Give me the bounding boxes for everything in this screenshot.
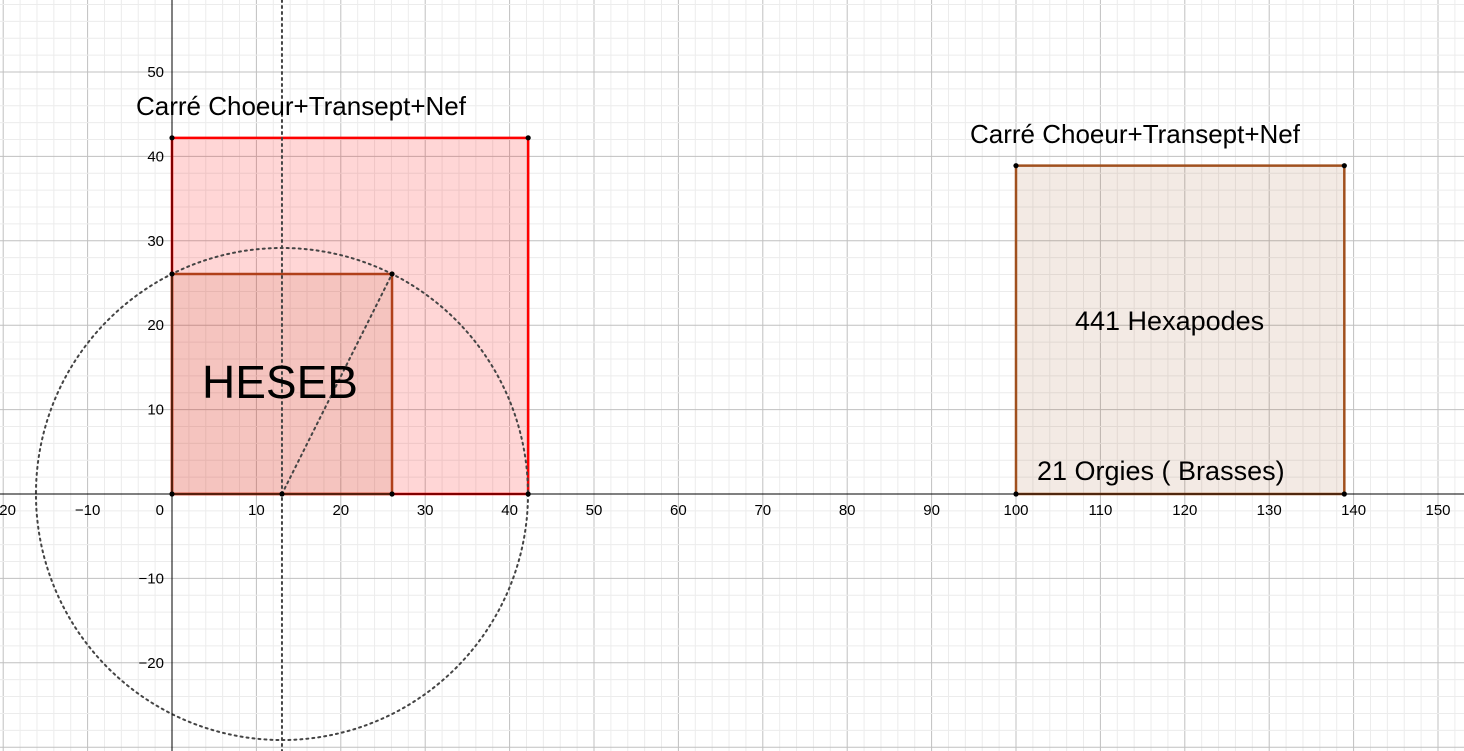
x-tick-label: 80 (839, 502, 856, 519)
point (1013, 491, 1019, 497)
point (389, 271, 395, 277)
point (1013, 163, 1019, 169)
left-square-title: Carré Choeur+Transept+Nef (136, 91, 467, 121)
y-tick-label: 20 (147, 317, 164, 334)
y-tick-label: −10 (139, 570, 164, 587)
x-tick-label: 150 (1425, 502, 1450, 519)
point (169, 271, 175, 277)
right-square-title: Carré Choeur+Transept+Nef (970, 119, 1301, 149)
x-tick-label: 10 (248, 502, 265, 519)
x-tick-label: 0 (156, 502, 164, 519)
orgies-label: 21 Orgies ( Brasses) (1037, 456, 1285, 486)
heseb-label: HESEB (202, 356, 358, 408)
tick-labels: −20 −10 0 10 20 30 40 50 60 70 80 90 100 110 120 130 140… (0, 64, 1451, 672)
point (279, 491, 285, 497)
x-tick-label: 60 (670, 502, 687, 519)
points (169, 135, 1347, 497)
x-tick-label: −10 (75, 502, 100, 519)
x-tick-label: −20 (0, 502, 16, 519)
y-tick-label: 50 (147, 64, 164, 81)
x-tick-label: 50 (586, 502, 603, 519)
x-tick-label: 140 (1341, 502, 1366, 519)
y-tick-label: −20 (139, 655, 164, 672)
point (525, 491, 531, 497)
point (169, 135, 175, 141)
x-tick-label: 30 (417, 502, 434, 519)
hexapodes-label: 441 Hexapodes (1075, 306, 1264, 336)
diagonal-segment (280, 272, 394, 495)
x-tick-label: 120 (1172, 502, 1197, 519)
point (389, 491, 395, 497)
y-tick-label: 30 (147, 233, 164, 250)
point (169, 491, 175, 497)
point (1341, 163, 1347, 169)
x-tick-label: 70 (754, 502, 771, 519)
shapes (34, 0, 1346, 751)
y-tick-label: 10 (147, 402, 164, 419)
x-tick-label: 40 (501, 502, 518, 519)
x-tick-label: 110 (1088, 502, 1112, 519)
point (525, 135, 531, 141)
x-tick-label: 100 (1003, 502, 1028, 519)
x-tick-label: 20 (332, 502, 349, 519)
x-tick-label: 90 (923, 502, 940, 519)
y-tick-label: 40 (147, 148, 164, 165)
point (1341, 491, 1347, 497)
x-tick-label: 130 (1257, 502, 1282, 519)
